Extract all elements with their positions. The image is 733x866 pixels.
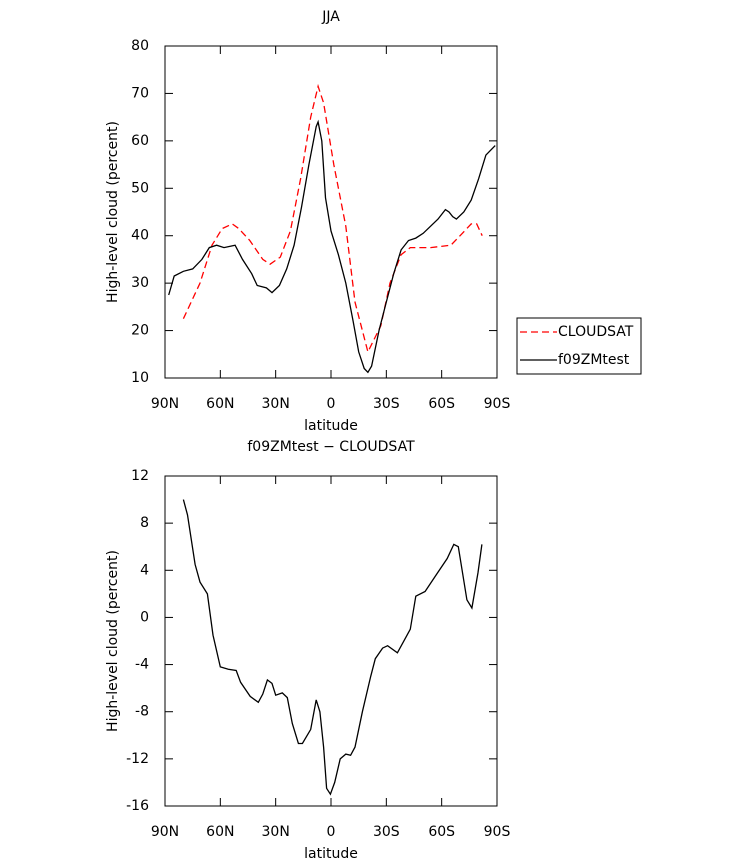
x-tick-label: 90N bbox=[151, 824, 179, 840]
y-tick-label: -8 bbox=[135, 704, 149, 720]
x-tick-label: 60S bbox=[428, 824, 455, 840]
y-tick-label: 50 bbox=[131, 180, 149, 196]
data-line bbox=[168, 119, 496, 374]
y-tick-label: 4 bbox=[140, 562, 149, 578]
x-tick-label: 30S bbox=[373, 824, 400, 840]
y-tick-label: 10 bbox=[131, 370, 149, 386]
y-tick-label: 30 bbox=[131, 275, 149, 291]
x-tick-label: 60S bbox=[428, 396, 455, 412]
y-tick-label: 40 bbox=[131, 228, 149, 244]
x-axis-label: latitude bbox=[304, 846, 358, 862]
x-tick-label: 30N bbox=[262, 396, 290, 412]
y-tick-label: 70 bbox=[131, 85, 149, 101]
x-tick-label: 0 bbox=[327, 396, 336, 412]
y-tick-label: 12 bbox=[131, 468, 149, 484]
x-tick-label: 90S bbox=[484, 824, 511, 840]
y-tick-label: 80 bbox=[131, 38, 149, 54]
y-tick-label: -16 bbox=[126, 798, 149, 814]
x-axis-label: latitude bbox=[304, 418, 358, 434]
plot-frame bbox=[164, 45, 498, 379]
y-axis-label: High-level cloud (percent) bbox=[105, 121, 121, 303]
data-line bbox=[182, 83, 483, 354]
x-tick-label: 30S bbox=[373, 396, 400, 412]
y-tick-label: -12 bbox=[126, 751, 149, 767]
legend-label: f09ZMtest bbox=[558, 352, 630, 368]
y-tick-label: 20 bbox=[131, 323, 149, 339]
legend-box bbox=[516, 317, 642, 375]
x-tick-label: 90N bbox=[151, 396, 179, 412]
legend-label: CLOUDSAT bbox=[558, 324, 634, 340]
y-axis-label: High-level cloud (percent) bbox=[105, 550, 121, 732]
data-line bbox=[182, 499, 483, 796]
x-tick-label: 60N bbox=[206, 396, 234, 412]
x-tick-label: 90S bbox=[484, 396, 511, 412]
x-tick-label: 0 bbox=[327, 824, 336, 840]
y-tick-label: 8 bbox=[140, 515, 149, 531]
chart-title: JJA bbox=[321, 9, 340, 25]
x-tick-label: 60N bbox=[206, 824, 234, 840]
chart-title: f09ZMtest − CLOUDSAT bbox=[247, 439, 415, 455]
x-tick-label: 30N bbox=[262, 824, 290, 840]
y-tick-label: -4 bbox=[135, 657, 149, 673]
y-tick-label: 0 bbox=[140, 609, 149, 625]
y-tick-label: 60 bbox=[131, 133, 149, 149]
